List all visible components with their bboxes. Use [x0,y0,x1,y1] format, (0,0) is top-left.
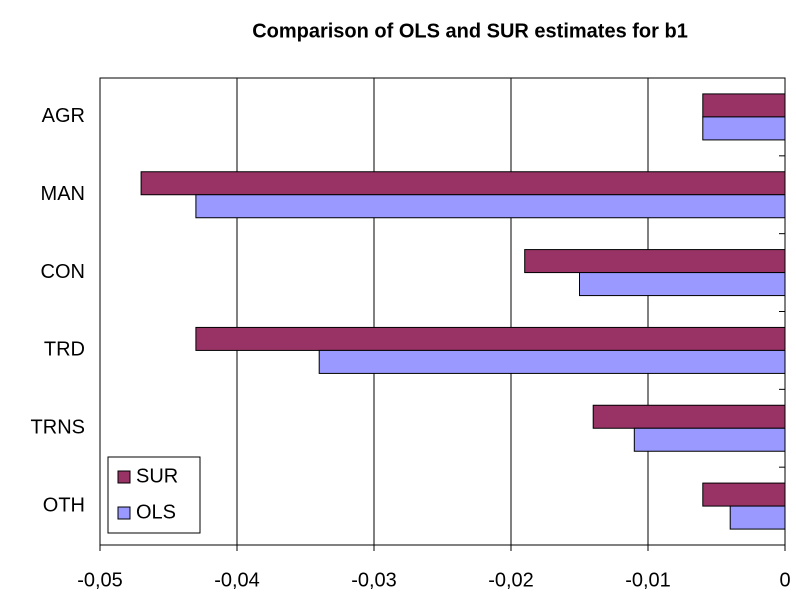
legend-label: OLS [136,501,176,523]
y-tick-label: OTH [43,494,85,516]
x-tick-label: -0,04 [214,569,260,591]
x-tick-label: -0,03 [351,569,397,591]
bar [702,93,786,118]
bar [729,505,786,530]
bar [140,171,786,196]
bar [318,349,786,374]
legend-swatch [117,470,131,484]
bar [195,326,786,351]
x-tick-label: -0,02 [488,569,534,591]
y-tick-label: TRD [44,339,85,361]
x-tick-label: 0 [779,569,790,591]
y-tick-label: TRNS [31,417,85,439]
legend-label: SUR [136,465,178,487]
y-tick-label: CON [41,261,85,283]
bar [579,272,786,297]
legend-box [107,456,201,534]
bar [702,482,786,507]
bar [524,249,786,274]
x-tick-label: -0,05 [77,569,123,591]
y-tick-label: AGR [42,105,85,127]
x-tick-label: -0,01 [625,569,671,591]
bar [195,194,786,219]
plot-area [99,77,786,546]
bar [592,404,786,429]
y-tick-label: MAN [41,183,85,205]
chart-title: Comparison of OLS and SUR estimates for … [252,20,688,42]
bar [702,116,786,141]
bar [633,427,786,452]
legend-swatch [117,506,131,520]
